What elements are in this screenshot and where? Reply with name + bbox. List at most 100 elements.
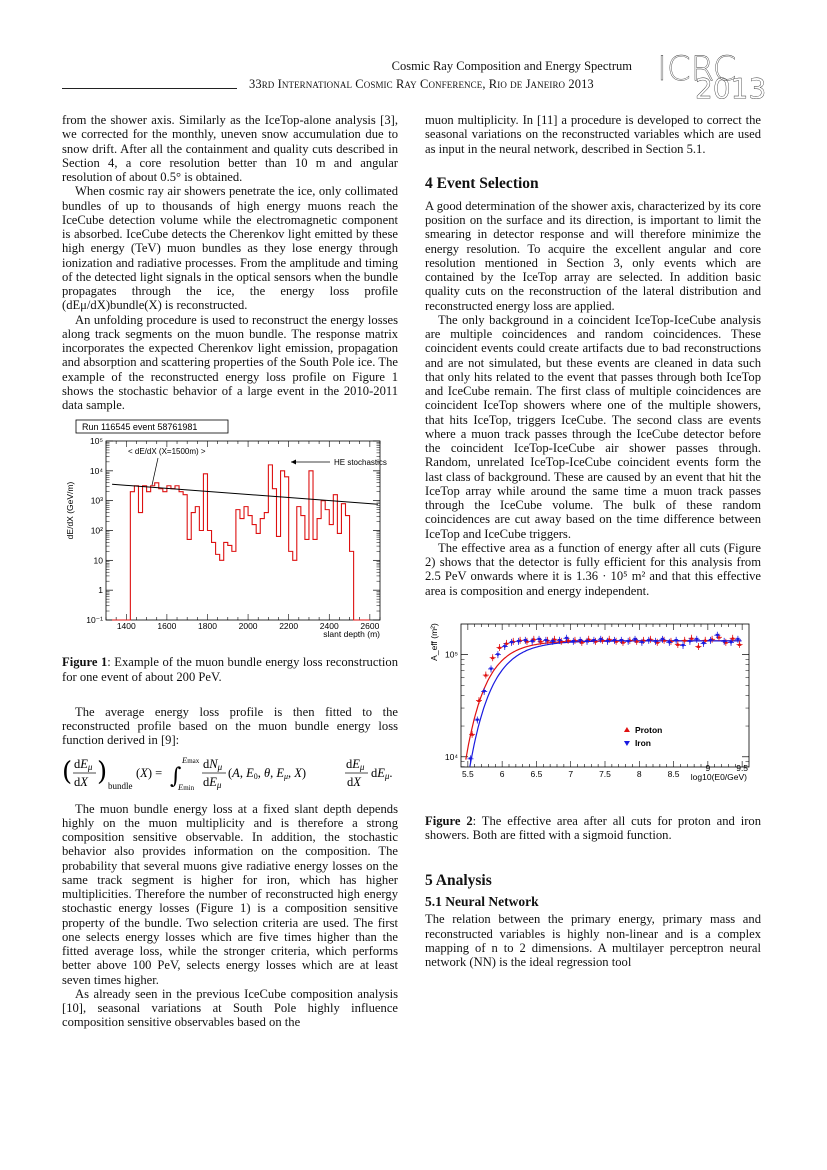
proton-fit-curve (465, 640, 742, 760)
x-tick-label: 7 (568, 769, 573, 779)
svg-text:bundle: bundle (108, 781, 133, 791)
svg-text:(X) =: (X) = (136, 766, 162, 780)
iron-point (700, 639, 707, 647)
iron-point (529, 637, 536, 645)
proton-point (674, 640, 681, 648)
svg-text:dEμ.: dEμ. (371, 766, 393, 781)
left-paragraph-1: from the shower axis. Similarly as the I… (62, 113, 398, 184)
iron-point (632, 635, 639, 643)
svg-text:∫: ∫ (170, 764, 182, 789)
iron-point (549, 637, 556, 645)
x-tick-label: 7.5 (599, 769, 611, 779)
iron-fit-curve (469, 640, 742, 767)
right-paragraph-4: The effective area as a function of ener… (425, 540, 761, 598)
plot-frame (105, 440, 381, 621)
left-column: from the shower axis. Similarly as the I… (62, 113, 398, 1030)
header-rule (62, 88, 237, 89)
iron-point (467, 755, 474, 763)
x-tick-label: 9.5 (736, 763, 748, 773)
iron-point (659, 635, 666, 643)
left-paragraph-6: As already seen in the previous IceCube … (62, 986, 398, 1030)
iron-point (481, 687, 488, 695)
legend-iron-label: Iron (635, 738, 651, 748)
svg-text:Emin: Emin (177, 782, 195, 792)
x-axis-label: slant depth (m) (323, 629, 380, 639)
iron-point (686, 637, 693, 645)
iron-point (625, 637, 632, 645)
iron-point (488, 665, 495, 673)
iron-point (652, 637, 659, 645)
icrc-logo: ICRC 2013 (657, 50, 766, 100)
figure-1: Run 116545 event 58761981 10⁻¹ 1 10 10² 10³ 10… (65, 419, 387, 639)
iron-point (536, 635, 543, 643)
iron-point (673, 636, 680, 644)
right-column: muon multiplicity. In [11] a procedure i… (425, 113, 761, 969)
logo-top: ICRC (657, 50, 736, 89)
y-tick-label: 10³ (91, 496, 103, 506)
iron-point (597, 635, 604, 643)
legend-iron-marker (623, 740, 630, 746)
y-axis-label: dE/dX (GeV/m) (65, 482, 75, 540)
iron-point (515, 637, 522, 645)
proton-point (695, 642, 702, 650)
right-paragraph-5: The relation between the primary energy,… (425, 912, 761, 969)
x-tick-label: 1600 (157, 621, 176, 631)
legend-proton-marker (623, 726, 630, 732)
y-axis-label: A_eff (m²) (429, 623, 439, 661)
iron-point (570, 637, 577, 645)
x-tick-label: 1800 (198, 621, 217, 631)
x-tick-label: 6 (500, 769, 505, 779)
svg-text:(: ( (62, 757, 72, 787)
legend-he-arrowhead (291, 459, 296, 465)
proton-point (469, 730, 476, 738)
x-tick-label: 2200 (279, 621, 298, 631)
y-tick-label: 10⁴ (90, 466, 103, 476)
left-paragraph-2: When cosmic ray air showers penetrate th… (62, 184, 398, 313)
x-tick-label: 8 (637, 769, 642, 779)
right-paragraph-3: The only background in a coincident IceT… (425, 312, 761, 541)
section-heading-event-selection: 4 Event Selection (425, 174, 539, 192)
energy-loss-histogram (112, 464, 370, 621)
figure-1-text: : Example of the muon bundle energy loss… (62, 655, 399, 684)
x-tick-label: 9 (705, 763, 710, 773)
proton-point (681, 636, 688, 644)
iron-point (590, 636, 597, 644)
run-label-box (75, 419, 229, 434)
svg-text:Emax: Emax (181, 755, 200, 765)
left-paragraph-4: The average energy loss profile is then … (62, 704, 398, 748)
iron-point (693, 635, 700, 643)
subsection-heading-neural-network: 5.1 Neural Network (425, 894, 539, 910)
svg-text:dEμ: dEμ (74, 757, 93, 772)
y-tick-label: 10⁵ (90, 436, 103, 446)
figure-1-caption: Figure 1: Example of the muon bundle ene… (62, 655, 398, 684)
left-paragraph-5: The muon bundle energy loss at a fixed s… (62, 801, 398, 987)
legend-he-label: HE stochastics (334, 458, 387, 467)
x-axis-label: log10(E0/GeV) (691, 772, 747, 782)
iron-point (666, 638, 673, 646)
iron-point (638, 638, 645, 646)
iron-point (645, 636, 652, 644)
proton-point (496, 643, 503, 651)
iron-point (714, 631, 721, 639)
logo-bottom: 2013 (695, 72, 766, 100)
iron-point (556, 636, 563, 644)
iron-point (474, 716, 481, 724)
iron-point (611, 636, 618, 644)
iron-point (542, 636, 549, 644)
figure-2-text: : The effective area after all cuts for … (425, 813, 761, 842)
iron-point (577, 636, 584, 644)
average-energy-loss-line (112, 484, 379, 505)
iron-point (584, 637, 591, 645)
iron-point (501, 642, 508, 650)
figure-1-label: Figure 1 (62, 655, 108, 670)
iron-point (707, 636, 714, 644)
x-tick-label: 6.5 (531, 769, 543, 779)
iron-point (680, 641, 687, 649)
iron-point (728, 638, 735, 646)
iron-point (604, 637, 611, 645)
proton-point (736, 640, 743, 648)
legend-proton-label: Proton (635, 725, 662, 735)
iron-point (522, 636, 529, 644)
svg-text:): ) (97, 757, 107, 787)
